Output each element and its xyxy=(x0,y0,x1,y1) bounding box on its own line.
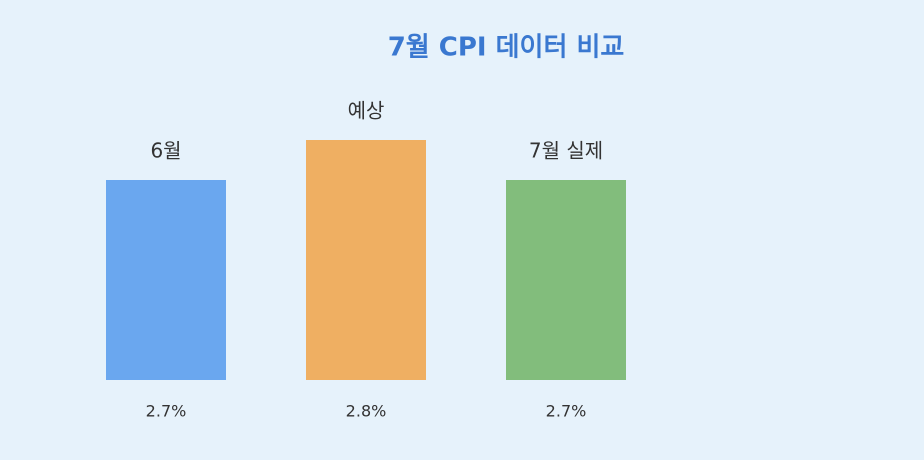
bar xyxy=(306,140,426,380)
value-label: 2.7% xyxy=(546,402,587,421)
bar xyxy=(506,180,626,380)
category-label: 6월 xyxy=(150,139,181,163)
chart-title: 7월 CPI 데이터 비교 xyxy=(388,33,625,63)
bar xyxy=(106,180,226,380)
value-label: 2.8% xyxy=(346,402,387,421)
value-label: 2.7% xyxy=(146,402,187,421)
category-label: 7월 실제 xyxy=(529,139,603,163)
category-label: 예상 xyxy=(348,99,385,123)
